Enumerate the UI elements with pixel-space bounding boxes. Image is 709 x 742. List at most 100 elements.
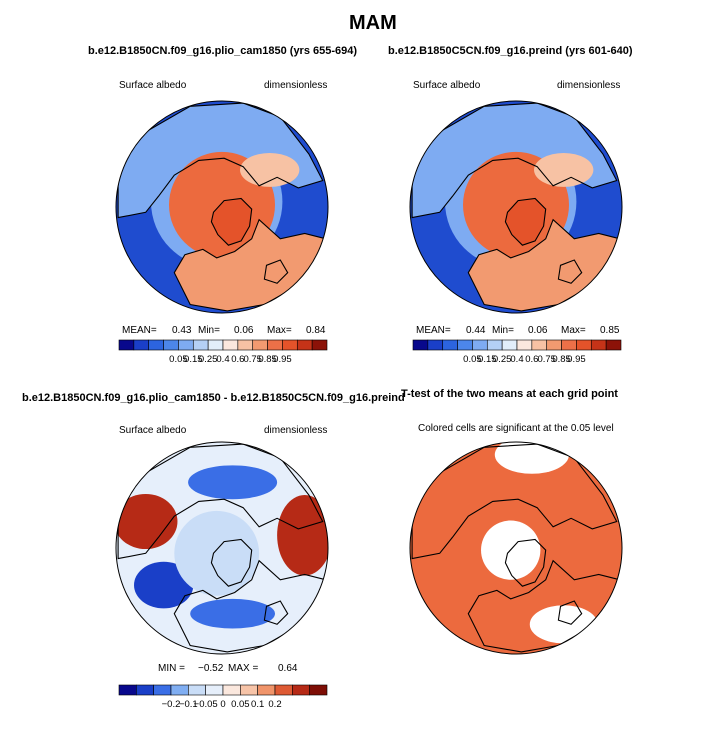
colorbar-preind: 0.050.150.250.4 0.60.750.850.95 [412,339,622,365]
map-plio-greenland-high [211,198,252,246]
colorbar-preind-box-4 [472,339,488,351]
colorbar-diff-box-2 [153,684,172,696]
colorbar-diff-box-5 [205,684,224,696]
colorbar-diff-tick-label-0: −0.2 [162,699,181,710]
map-diff-greenland-outline [210,538,253,587]
map-preind [409,100,623,314]
panel-diff-units: dimensionless [264,425,328,436]
map-diff [115,441,329,655]
colorbar-preind-tick-label-1: 0.15 [478,354,497,365]
map-plio-eurasia-shade [118,103,323,218]
colorbar-diff-box-0 [118,684,137,696]
colorbar-plio: 0.050.150.250.4 0.60.750.850.95 [118,339,328,365]
panel-preind-min-label: Min= [492,325,514,336]
colorbar-plio-tick-label-0: 0.05 [169,354,188,365]
colorbar-preind-box-10 [561,339,577,351]
panel-plio-max-label: Max= [267,325,292,336]
panel-preind-min-value: 0.06 [528,325,548,336]
colorbar-plio-tick-label-3: 0.4 [216,354,229,365]
map-preind-eurasia-shade [412,103,617,218]
colorbar-diff-box-10 [292,684,310,696]
colorbar-preind-box-6 [501,339,518,351]
colorbar-diff-box-3 [170,684,189,696]
colorbar-diff: −0.2−0.1−0.05 0 0.05 0.1 0.2 [118,684,328,710]
colorbar-diff-box-6 [222,684,241,696]
colorbar-plio-box-11 [282,339,298,351]
panel-plio-units: dimensionless [264,80,328,91]
panel-diff-variable: Surface albedo [119,425,187,436]
panel-ttest-title: T-test of the two means at each grid poi… [401,388,618,400]
panel-ttest-note: Colored cells are significant at the 0.0… [418,423,614,434]
figure-title: MAM [349,12,397,34]
colorbar-preind-tick-label-4: 0.6 [525,354,538,365]
colorbar-diff-box-8 [257,684,276,696]
colorbar-diff-box-7 [240,684,258,696]
panel-diff-max-label: MAX = [228,663,259,674]
panel-diff-min-value: −0.52 [198,663,224,674]
panel-plio-max-value: 0.84 [306,325,326,336]
colorbar-diff-tick-label-4: 0.05 [231,699,250,710]
panel-preind-units: dimensionless [557,80,621,91]
colorbar-preind-box-9 [546,339,562,351]
map-plio-transition [240,152,300,187]
colorbar-plio-tick-label-7: 0.95 [273,354,292,365]
panel-diff-min-label: MIN = [158,663,185,674]
colorbar-preind-box-7 [516,339,533,351]
map-preind-frame [409,100,623,314]
map-ttest-frame [409,441,623,655]
panel-preind-mean-value: 0.44 [466,325,486,336]
map-ttest [409,441,623,655]
map-preind-greenland-outline [504,197,547,246]
colorbar-plio-box-13 [311,339,328,351]
panel-plio-min-label: Min= [198,325,220,336]
colorbar-plio-box-6 [207,339,224,351]
panel-preind-mean-label: MEAN= [416,325,451,336]
map-plio-namerica-high [174,219,326,311]
colorbar-preind-tick-label-5: 0.75 [537,354,556,365]
panel-plio-variable: Surface albedo [119,80,187,91]
colorbar-preind-box-5 [486,339,503,351]
map-ttest-hudson-outline [557,600,583,625]
map-diff-north-neg [188,465,278,500]
map-plio-hudson-outline [263,259,289,284]
colorbar-plio-box-7 [222,339,239,351]
colorbar-diff-box-11 [309,684,328,696]
colorbar-preind-tick-label-3: 0.4 [510,354,523,365]
map-preind-transition [534,152,594,187]
colorbar-preind-box-12 [590,339,607,351]
map-diff-frame [115,441,329,655]
map-preind-hudson-outline [557,259,583,284]
colorbar-plio-box-1 [133,339,150,351]
map-plio-greenland-outline [210,197,253,246]
panel-preind-variable: Surface albedo [413,80,481,91]
map-preind-greenland-high [505,198,546,246]
panel-diff-max-value: 0.64 [278,663,298,674]
colorbar-diff-tick-label-2: −0.05 [194,699,218,710]
map-diff-sw-neg [134,561,194,609]
map-ttest-not-significant-south [529,605,598,644]
colorbar-plio-tick-label-4: 0.6 [231,354,244,365]
map-plio-frame [115,100,329,314]
map-plio [115,100,329,314]
colorbar-preind-box-8 [531,339,548,351]
map-preind-namerica-outline [467,218,621,312]
map-ttest-namerica-outline [467,559,621,653]
colorbar-plio-tick-label-1: 0.15 [184,354,203,365]
colorbar-preind-box-13 [605,339,622,351]
map-diff-south-neg [190,598,275,629]
colorbar-preind-box-11 [576,339,592,351]
panel-plio-mean-label: MEAN= [122,325,157,336]
colorbar-plio-box-3 [163,339,179,351]
colorbar-preind-tick-label-0: 0.05 [463,354,482,365]
map-ttest-greenland-outline [504,538,547,587]
map-diff-east-pos [277,495,328,576]
colorbar-plio-box-8 [237,339,254,351]
panel-diff-title: b.e12.B1850CN.f09_g16.plio_cam1850 - b.e… [22,392,405,404]
colorbar-diff-tick-label-6: 0.2 [268,699,281,710]
map-plio-namerica-outline [173,218,327,312]
colorbar-plio-box-4 [178,339,194,351]
colorbar-plio-box-12 [296,339,313,351]
colorbar-diff-tick-label-3: 0 [220,699,225,710]
colorbar-preind-tick-label-2: 0.25 [493,354,512,365]
